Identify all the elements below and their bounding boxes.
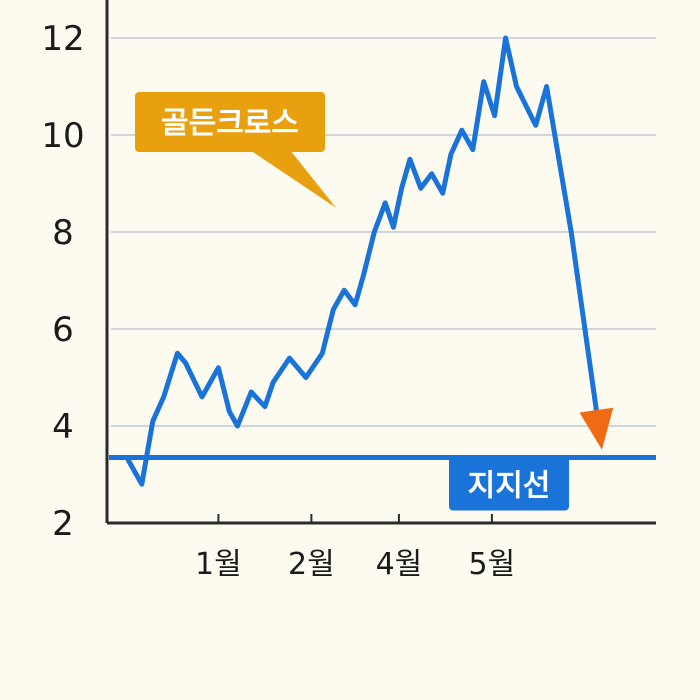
- y-tick-label: 4: [52, 407, 74, 447]
- golden-cross-callout: 골든크로스: [135, 92, 336, 208]
- series-layer: [125, 35, 614, 487]
- support-line-group: 지지선: [109, 455, 656, 511]
- x-tick-labels: 1월 2월 4월 5월: [195, 514, 515, 582]
- price-line: [125, 35, 602, 487]
- callout-pointer: [250, 150, 336, 208]
- callout-box: [135, 92, 325, 152]
- support-line-label-badge: [449, 456, 569, 511]
- y-tick-label: 6: [52, 310, 74, 350]
- axis-layer: [105, 0, 656, 525]
- y-tick-label: 2: [52, 504, 74, 544]
- y-tick-label: 10: [41, 116, 84, 156]
- x-tick-label: 5월: [469, 547, 516, 582]
- x-tick-label: 2월: [288, 547, 335, 582]
- y-tick-label: 12: [41, 19, 84, 59]
- x-tick-label: 1월: [195, 547, 242, 582]
- trend-arrowhead: [579, 407, 614, 450]
- support-line-label: 지지선: [468, 469, 551, 504]
- y-tick-labels: 2 4 6 8 10 12: [41, 19, 84, 544]
- callout-label: 골든크로스: [161, 106, 299, 141]
- x-tick-label: 4월: [376, 547, 423, 582]
- y-tick-label: 8: [52, 213, 74, 253]
